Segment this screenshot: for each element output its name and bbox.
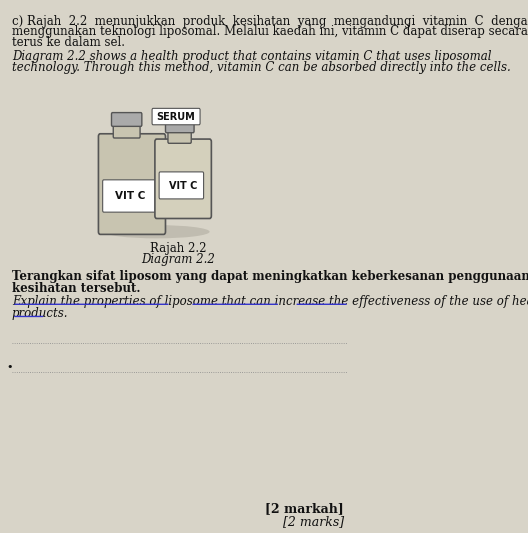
Text: Rajah 2.2: Rajah 2.2	[149, 243, 206, 255]
Text: VIT C: VIT C	[115, 191, 145, 201]
Text: c) Rajah  2.2  menunjukkan  produk  kesihatan  yang  mengandungi  vitamin  C  de: c) Rajah 2.2 menunjukkan produk kesihata…	[12, 14, 528, 28]
Text: Explain the properties of liposome that can increase the effectiveness of the us: Explain the properties of liposome that …	[12, 295, 528, 308]
FancyBboxPatch shape	[152, 108, 200, 125]
Text: technology. Through this method, vitamin C can be absorbed directly into the cel: technology. Through this method, vitamin…	[12, 61, 511, 74]
Ellipse shape	[103, 225, 210, 238]
Text: [2 marks]: [2 marks]	[282, 515, 344, 528]
FancyBboxPatch shape	[111, 112, 142, 126]
Text: terus ke dalam sel.: terus ke dalam sel.	[12, 36, 125, 49]
FancyBboxPatch shape	[168, 128, 191, 143]
Text: Terangkan sifat liposom yang dapat meningkatkan keberkesanan penggunaan produk: Terangkan sifat liposom yang dapat menin…	[12, 270, 528, 283]
Text: menggunakan teknologi liposomal. Melalui kaedah ini, vitamin C dapat diserap sec: menggunakan teknologi liposomal. Melalui…	[12, 25, 528, 38]
Text: Diagram 2.2: Diagram 2.2	[141, 253, 215, 266]
Text: SERUM: SERUM	[157, 112, 195, 122]
FancyBboxPatch shape	[165, 120, 194, 133]
FancyBboxPatch shape	[102, 180, 158, 212]
Text: VIT C: VIT C	[169, 181, 197, 191]
FancyBboxPatch shape	[159, 172, 204, 199]
FancyBboxPatch shape	[114, 122, 140, 138]
Text: kesihatan tersebut.: kesihatan tersebut.	[12, 282, 140, 295]
Text: •: •	[7, 362, 13, 372]
Text: Diagram 2.2 shows a health product that contains vitamin C that uses liposomal: Diagram 2.2 shows a health product that …	[12, 50, 492, 63]
FancyBboxPatch shape	[155, 139, 211, 219]
Text: products.: products.	[12, 307, 69, 320]
Text: [2 markah]: [2 markah]	[265, 502, 344, 515]
FancyBboxPatch shape	[98, 134, 165, 235]
